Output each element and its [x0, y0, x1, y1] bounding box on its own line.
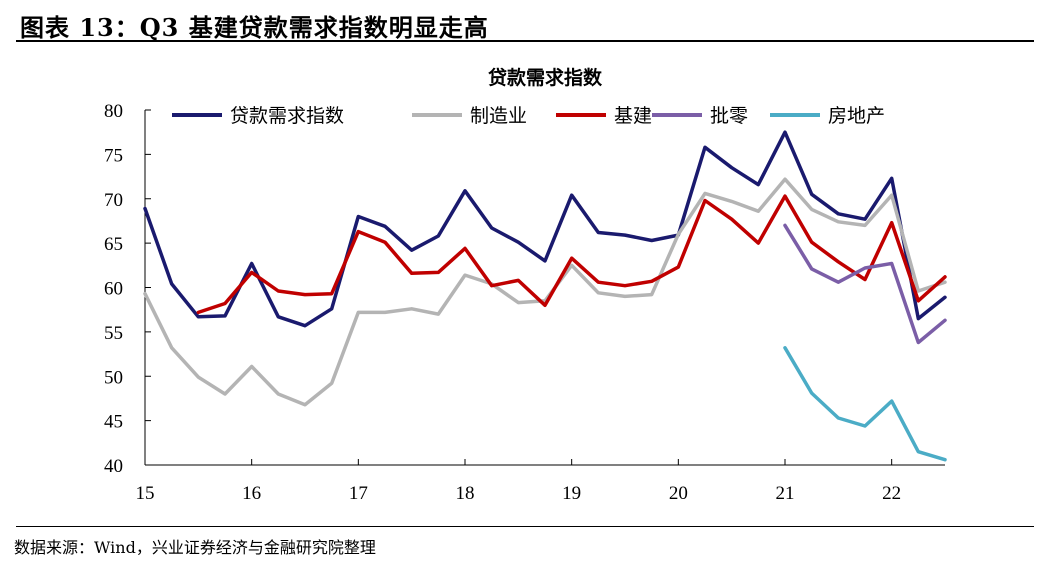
y-tick-label: 80	[104, 101, 123, 122]
legend-label-基建: 基建	[614, 105, 652, 127]
legend-label-贷款需求指数: 贷款需求指数	[230, 105, 344, 127]
y-tick-label: 50	[104, 367, 123, 388]
x-tick-label: 18	[456, 483, 475, 504]
series-line-贷款需求指数	[143, 130, 947, 328]
chart-legend: 贷款需求指数 制造业 基建 批零 房地产	[172, 105, 885, 127]
y-tick-label: 70	[104, 190, 123, 211]
chart-title: 贷款需求指数	[488, 66, 603, 89]
y-tick-label: 55	[104, 323, 123, 344]
x-tick-label: 22	[882, 483, 901, 504]
legend-label-制造业: 制造业	[470, 105, 527, 127]
chart-series	[143, 130, 947, 462]
x-tick-label: 20	[669, 483, 688, 504]
y-tick-label: 40	[104, 456, 123, 477]
x-tick-label: 15	[136, 483, 155, 504]
y-tick-label: 45	[104, 412, 123, 433]
y-axis: 80 75 70 65 60 55 50 45 40	[104, 101, 151, 477]
figure-title: 图表 13：Q3 基建贷款需求指数明显走高	[20, 13, 489, 42]
x-axis: 15 16 17 18 19 20 21 22	[136, 459, 901, 504]
y-tick-label: 75	[104, 145, 123, 166]
figure-header: 图表 13：Q3 基建贷款需求指数明显走高	[16, 6, 1034, 42]
y-tick-label: 60	[104, 279, 123, 300]
legend-label-批零: 批零	[710, 105, 748, 127]
x-tick-label: 19	[562, 483, 581, 504]
series-line-制造业	[143, 177, 947, 407]
legend-label-房地产: 房地产	[828, 105, 885, 127]
figure-source: 数据来源：Wind，兴业证券经济与金融研究院整理	[14, 538, 376, 557]
x-tick-label: 17	[349, 483, 368, 504]
x-tick-label: 21	[776, 483, 795, 504]
x-tick-label: 16	[242, 483, 261, 504]
series-line-基建	[196, 194, 947, 315]
series-line-批零	[783, 223, 947, 345]
figure-footer-rule	[16, 526, 1034, 527]
y-tick-label: 65	[104, 234, 123, 255]
series-line-房地产	[783, 346, 947, 462]
